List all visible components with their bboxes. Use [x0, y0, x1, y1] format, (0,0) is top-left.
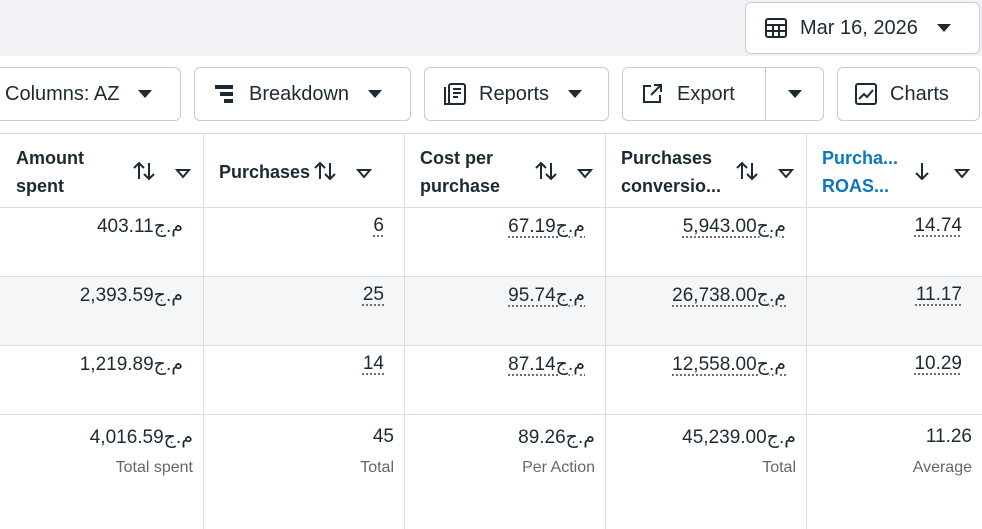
summary-value: 45: [203, 426, 406, 448]
sort-controls[interactable]: [314, 160, 374, 184]
table-cell: 11.17: [806, 284, 976, 306]
table-cell: 403.11ج.م: [0, 215, 197, 238]
reports-button[interactable]: Reports: [424, 67, 609, 121]
table-cell: 5,943.00ج.م: [605, 215, 800, 238]
cell-value[interactable]: 11.17: [916, 284, 962, 305]
sort-controls[interactable]: [912, 160, 972, 184]
export-icon: [641, 83, 663, 105]
summary-label: Total spent: [0, 459, 205, 477]
column-header[interactable]: Amount spent: [16, 142, 116, 202]
caret: [567, 89, 583, 99]
cell-value[interactable]: 5,943.00ج.م: [683, 216, 786, 237]
sort-icon: [737, 163, 792, 179]
caret: [137, 89, 153, 99]
table-cell: 12,558.00ج.م: [605, 353, 800, 376]
reports-icon: [443, 82, 467, 106]
cell-value: 2,393.59ج.م: [80, 285, 183, 306]
cell-value[interactable]: 14.74: [914, 215, 962, 236]
table-cell: 67.19ج.م: [404, 215, 599, 238]
column-header[interactable]: Cost per purchase: [420, 142, 538, 202]
sort-icon: [916, 163, 968, 179]
summary-value: 4,016.59ج.م: [0, 426, 205, 449]
cell-value[interactable]: 25: [363, 284, 384, 305]
breakdown-button[interactable]: Breakdown: [194, 67, 411, 121]
sort-icon: [315, 163, 370, 179]
column-header[interactable]: Purchases: [219, 142, 329, 202]
columns-button[interactable]: Columns: AZ: [0, 67, 181, 121]
cell-value[interactable]: 87.14ج.م: [508, 354, 585, 375]
row-divider: [0, 207, 982, 208]
charts-icon: [854, 82, 878, 106]
cell-value[interactable]: 12,558.00ج.م: [672, 354, 786, 375]
caret[interactable]: [787, 89, 803, 99]
table-cell: 2,393.59ج.م: [0, 284, 197, 307]
button-label: Export: [677, 83, 735, 106]
charts-button[interactable]: Charts: [837, 67, 980, 121]
cell-value[interactable]: 95.74ج.م: [508, 285, 585, 306]
button-label: Charts: [890, 83, 949, 106]
date-picker[interactable]: Mar 16, 2026: [745, 2, 980, 54]
table-cell: 10.29: [806, 353, 976, 375]
caret: [936, 23, 952, 33]
summary-value: 89.26ج.م: [404, 426, 607, 449]
table-cell: 14.74: [806, 215, 976, 237]
summary-value: 45,239.00ج.م: [605, 426, 808, 449]
breakdown-icon: [213, 83, 235, 105]
export-button[interactable]: Export: [622, 67, 824, 121]
table-cell: 1,219.89ج.م: [0, 353, 197, 376]
table-cell: 25: [203, 284, 398, 306]
cell-value: 1,219.89ج.م: [80, 354, 183, 375]
button-label: Reports: [479, 83, 549, 106]
calendar-icon: [764, 16, 788, 40]
caret: [367, 89, 383, 99]
sort-icon: [536, 163, 591, 179]
sort-controls[interactable]: [736, 160, 796, 184]
summary-label: Total: [203, 459, 406, 477]
table-cell: 14: [203, 353, 398, 375]
cell-value[interactable]: 6: [373, 215, 384, 236]
cell-value[interactable]: 67.19ج.م: [508, 216, 585, 237]
button-label: Breakdown: [249, 83, 349, 106]
date-label: Mar 16, 2026: [800, 17, 918, 40]
row-divider: [0, 276, 982, 277]
summary-label: Average: [806, 459, 982, 477]
summary-value: 11.26: [806, 426, 982, 448]
cell-value[interactable]: 10.29: [914, 353, 962, 374]
row-divider: [0, 414, 982, 415]
summary-label: Total: [605, 459, 808, 477]
sort-icon: [134, 163, 189, 179]
column-header[interactable]: Purchases conversio...: [621, 142, 741, 202]
data-table: Amount spent Purchases Cost per purchase Pu…: [0, 133, 982, 528]
row-divider: [0, 345, 982, 346]
column-header[interactable]: Purcha... ROAS...: [822, 142, 912, 202]
sort-controls[interactable]: [535, 160, 595, 184]
table-cell: 95.74ج.م: [404, 284, 599, 307]
cell-value: 403.11ج.م: [97, 216, 183, 237]
cell-value[interactable]: 14: [363, 353, 384, 374]
table-cell: 6: [203, 215, 398, 237]
summary-label: Per Action: [404, 459, 607, 477]
split-divider: [765, 68, 766, 120]
table-cell: 26,738.00ج.م: [605, 284, 800, 307]
cell-value[interactable]: 26,738.00ج.م: [672, 285, 786, 306]
button-label: Columns: AZ: [5, 83, 119, 106]
table-cell: 87.14ج.م: [404, 353, 599, 376]
sort-controls[interactable]: [133, 160, 193, 184]
